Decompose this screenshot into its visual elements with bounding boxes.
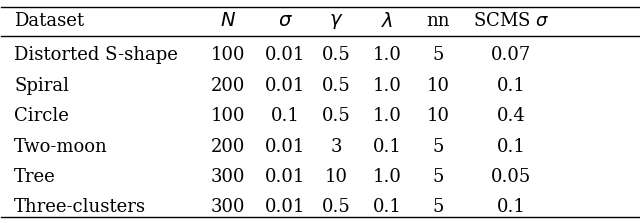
Text: $N$: $N$ bbox=[220, 12, 236, 30]
Text: 0.01: 0.01 bbox=[265, 198, 305, 216]
Text: 0.1: 0.1 bbox=[372, 198, 401, 216]
Text: 10: 10 bbox=[324, 168, 348, 186]
Text: 0.5: 0.5 bbox=[321, 46, 350, 64]
Text: 100: 100 bbox=[211, 46, 245, 64]
Text: 1.0: 1.0 bbox=[372, 107, 401, 125]
Text: 0.01: 0.01 bbox=[265, 77, 305, 95]
Text: 0.01: 0.01 bbox=[265, 168, 305, 186]
Text: 5: 5 bbox=[432, 46, 444, 64]
Text: Dataset: Dataset bbox=[14, 12, 84, 30]
Text: 0.5: 0.5 bbox=[321, 77, 350, 95]
Text: 3: 3 bbox=[330, 138, 342, 155]
Text: 300: 300 bbox=[211, 198, 245, 216]
Text: 5: 5 bbox=[432, 198, 444, 216]
Text: 1.0: 1.0 bbox=[372, 77, 401, 95]
Text: 0.01: 0.01 bbox=[265, 138, 305, 155]
Text: $\lambda$: $\lambda$ bbox=[381, 12, 393, 31]
Text: 5: 5 bbox=[432, 138, 444, 155]
Text: 100: 100 bbox=[211, 107, 245, 125]
Text: 200: 200 bbox=[211, 77, 244, 95]
Text: Circle: Circle bbox=[14, 107, 69, 125]
Text: 0.5: 0.5 bbox=[321, 198, 350, 216]
Text: 0.1: 0.1 bbox=[497, 198, 525, 216]
Text: 300: 300 bbox=[211, 168, 245, 186]
Text: 5: 5 bbox=[432, 168, 444, 186]
Text: 10: 10 bbox=[426, 107, 449, 125]
Text: Spiral: Spiral bbox=[14, 77, 69, 95]
Text: 0.4: 0.4 bbox=[497, 107, 525, 125]
Text: Three-clusters: Three-clusters bbox=[14, 198, 146, 216]
Text: Tree: Tree bbox=[14, 168, 56, 186]
Text: 0.1: 0.1 bbox=[497, 138, 525, 155]
Text: 0.1: 0.1 bbox=[271, 107, 300, 125]
Text: SCMS $\sigma$: SCMS $\sigma$ bbox=[473, 12, 549, 30]
Text: 0.5: 0.5 bbox=[321, 107, 350, 125]
Text: 0.01: 0.01 bbox=[265, 46, 305, 64]
Text: 0.1: 0.1 bbox=[372, 138, 401, 155]
Text: $\gamma$: $\gamma$ bbox=[329, 12, 343, 31]
Text: 0.07: 0.07 bbox=[491, 46, 531, 64]
Text: 1.0: 1.0 bbox=[372, 46, 401, 64]
Text: $\sigma$: $\sigma$ bbox=[278, 12, 292, 30]
Text: Two-moon: Two-moon bbox=[14, 138, 108, 155]
Text: 10: 10 bbox=[426, 77, 449, 95]
Text: 0.1: 0.1 bbox=[497, 77, 525, 95]
Text: Distorted S-shape: Distorted S-shape bbox=[14, 46, 178, 64]
Text: nn: nn bbox=[426, 12, 450, 30]
Text: 1.0: 1.0 bbox=[372, 168, 401, 186]
Text: 0.05: 0.05 bbox=[491, 168, 531, 186]
Text: 200: 200 bbox=[211, 138, 244, 155]
